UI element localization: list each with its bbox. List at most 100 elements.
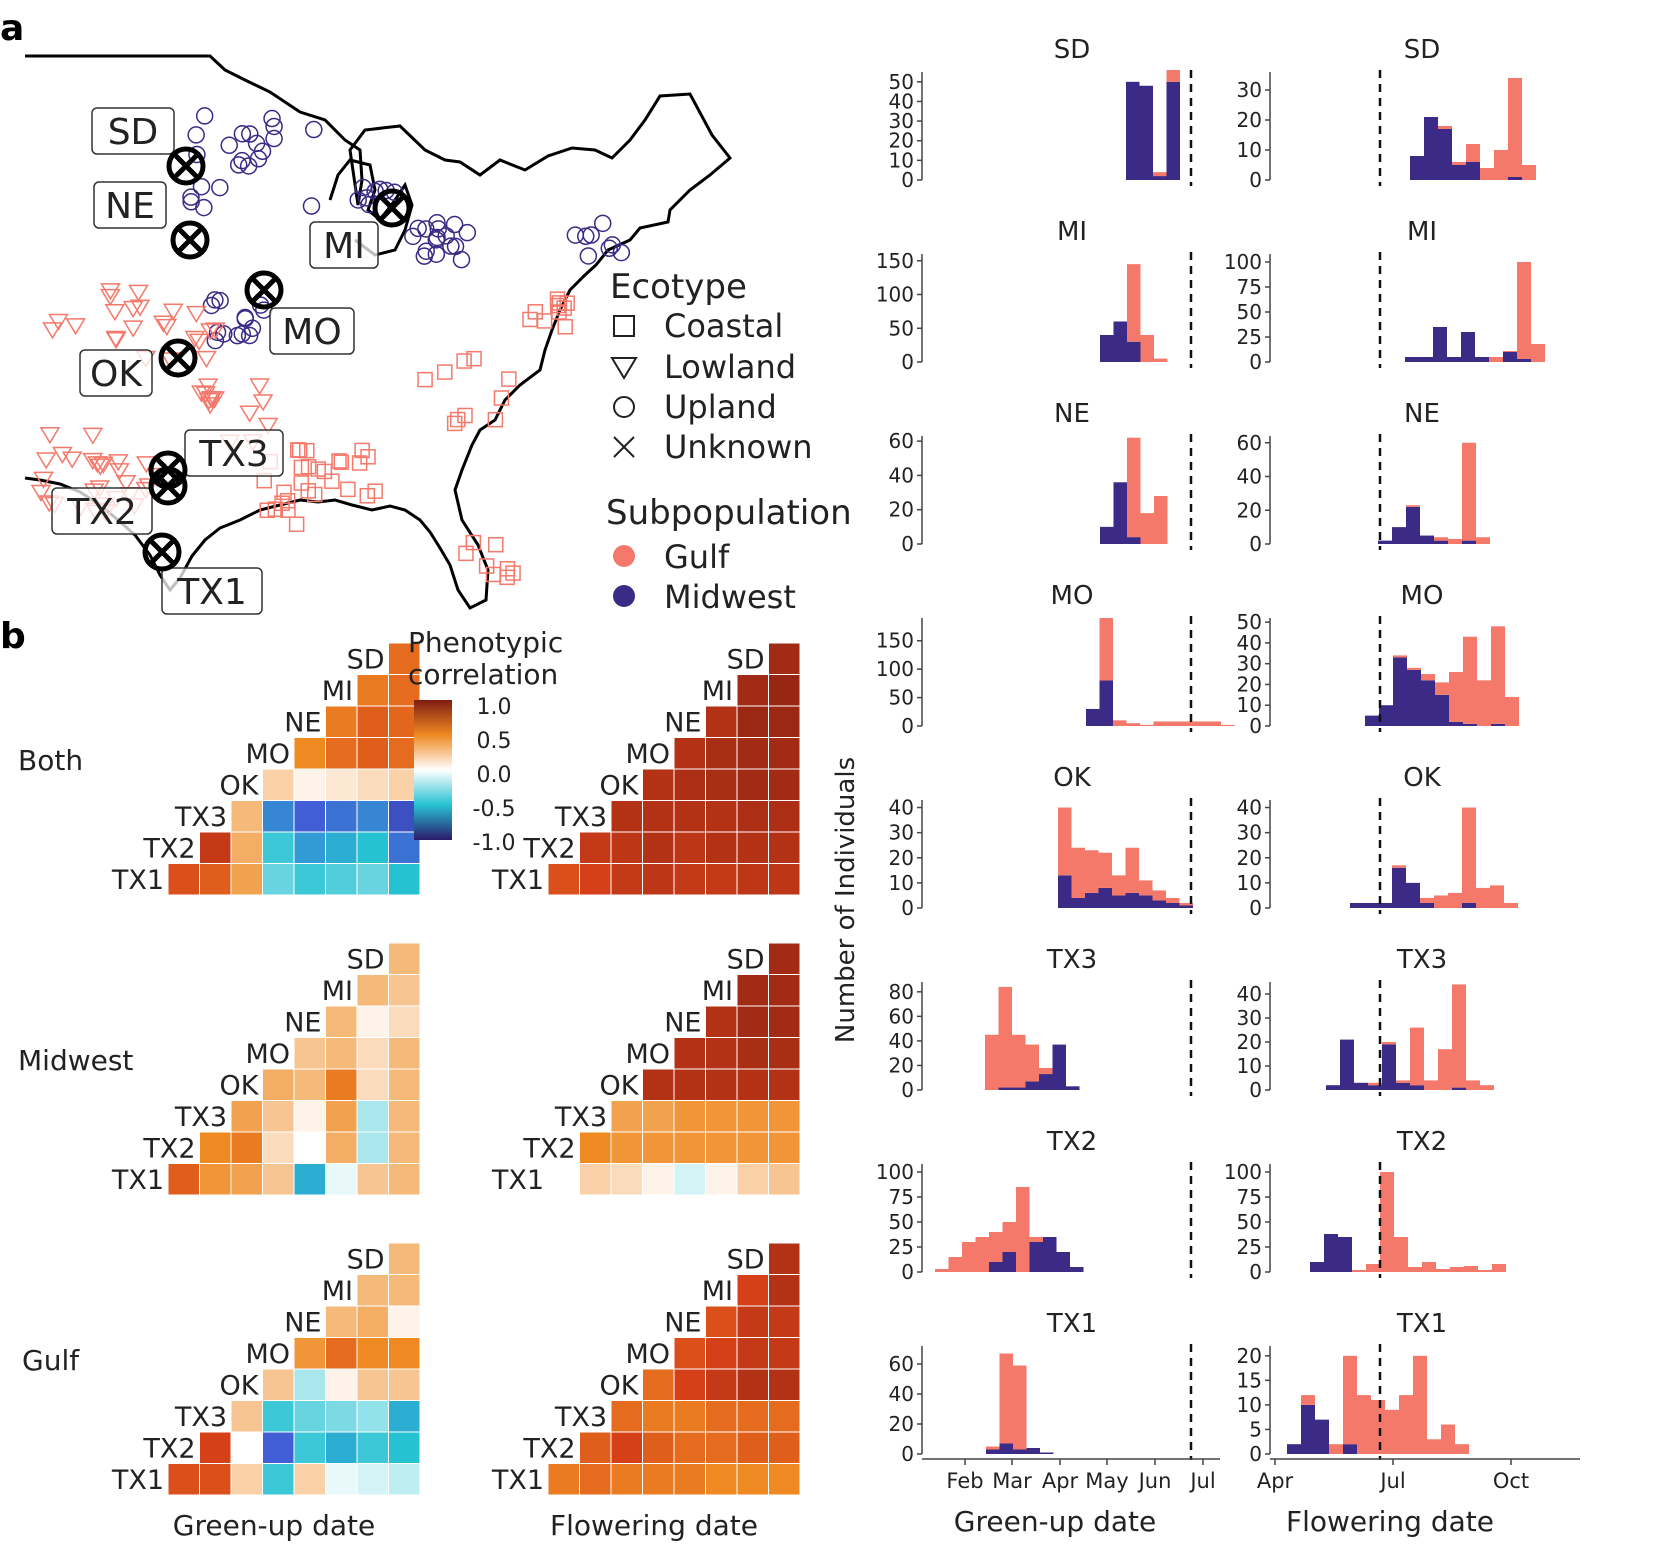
bar-midwest [1463, 723, 1477, 726]
map-outline [24, 54, 733, 610]
y-tick-label: 100 [1224, 1160, 1262, 1184]
heatmap-site-label: OK [600, 771, 640, 802]
heatmap-cell [642, 831, 675, 864]
bar-gulf [1366, 1264, 1380, 1272]
heatmap-cell [736, 863, 769, 896]
heatmap-cell [325, 831, 358, 864]
bar-gulf [1394, 1237, 1408, 1272]
y-tick-label: 50 [889, 70, 914, 94]
bar-midwest [1491, 723, 1505, 726]
bar-gulf [1058, 807, 1072, 876]
colorbar: Phenotypic correlation 1.0 0.5 0.0 -0.5 -1.0 [408, 626, 563, 856]
y-tick-label: 10 [1237, 693, 1262, 717]
upland-point [233, 325, 251, 343]
bar-midwest [1058, 875, 1072, 908]
y-tick-label: 75 [1237, 275, 1262, 299]
heatmap-site-label: OK [220, 771, 260, 802]
coastal-point [293, 459, 310, 476]
bar-gulf [1466, 1080, 1480, 1090]
heatmap-cell [705, 1431, 738, 1464]
bar-gulf [1371, 1400, 1385, 1454]
bar-gulf [1399, 1395, 1413, 1454]
upland-point [603, 236, 622, 254]
bar-gulf [1408, 1267, 1422, 1272]
bar-midwest [989, 1262, 1003, 1272]
heatmap-cell [768, 974, 801, 1007]
bar-midwest [1396, 1082, 1410, 1090]
lowland-point [122, 300, 144, 319]
heatmap-cell [673, 737, 706, 770]
heatmap-site-label: TX2 [142, 834, 195, 865]
bar-gulf [948, 1257, 962, 1272]
coastal-point [316, 463, 333, 480]
coastal-point [331, 453, 347, 469]
heatmap-site-label: TX2 [142, 1134, 195, 1165]
bar-midwest [1517, 359, 1531, 362]
square-symbol-icon [613, 315, 635, 337]
bar-gulf [1393, 655, 1407, 658]
heatmap-cell [579, 831, 612, 864]
y-tick-label: 100 [876, 1160, 914, 1184]
upland-point [243, 319, 262, 338]
bar-midwest [1040, 1452, 1054, 1454]
coastal-point [310, 461, 326, 477]
coastal-point [279, 492, 296, 509]
heatmap-site-label: TX3 [554, 802, 607, 833]
heatmap-site-label: NE [284, 1308, 321, 1339]
bar-midwest [999, 1443, 1013, 1454]
bar-gulf [1154, 496, 1168, 544]
lowland-point [205, 322, 226, 340]
heatmap-cell [673, 1337, 706, 1370]
heatmap-cell [262, 1463, 295, 1496]
heatmap-cell [388, 1368, 421, 1401]
heatmap-site-label: OK [220, 1071, 260, 1102]
heatmap-site-label: TX2 [522, 1434, 575, 1465]
heatmap-cell [325, 1131, 358, 1164]
heatmap-cell [579, 863, 612, 896]
bar-gulf [1180, 721, 1194, 726]
bar-midwest [1071, 897, 1085, 908]
heatmap-cell [356, 1368, 389, 1401]
upland-point [265, 129, 283, 148]
heatmap-cell [768, 1131, 801, 1164]
heatmap-cell [736, 1005, 769, 1038]
y-tick-label: 50 [889, 1210, 914, 1234]
heatmap-cell [768, 1242, 801, 1275]
lowland-point [152, 315, 174, 333]
bar-gulf [1407, 667, 1421, 670]
garden-site-cross [251, 277, 277, 303]
bar-gulf [1489, 357, 1503, 362]
bar-midwest [1113, 482, 1127, 544]
bar-gulf [1012, 1034, 1026, 1088]
site-label-box [91, 107, 175, 155]
heatmap-cell [199, 831, 232, 864]
lowland-point [52, 446, 73, 464]
bar-midwest [1056, 1252, 1070, 1272]
lowland-point [249, 378, 270, 396]
heatmap-cell [262, 1400, 295, 1433]
lowland-point [200, 391, 222, 409]
bar-midwest [1343, 1444, 1357, 1454]
bar-midwest [1503, 352, 1517, 362]
heatmap-cell [610, 863, 643, 896]
upland-point [206, 291, 224, 309]
bar-midwest [1099, 680, 1113, 726]
heatmap-cell [705, 1005, 738, 1038]
heatmap-site-label: TX2 [522, 834, 575, 865]
heatmap-cell [547, 1463, 580, 1496]
histogram-ne-greenup: NE 0 20 40 60 [889, 399, 1193, 556]
bar-gulf [1099, 618, 1113, 681]
heatmap-cell [736, 800, 769, 833]
y-tick-label: 20 [889, 846, 914, 870]
bar-gulf [1477, 680, 1491, 726]
coastal-point [485, 566, 502, 583]
upland-point [187, 126, 205, 144]
heatmap-site-label: SD [347, 1245, 385, 1276]
heatmap-cell [736, 674, 769, 707]
heatmap-cell [167, 863, 200, 896]
coastal-point [446, 415, 463, 432]
heatmap-cell [388, 1463, 421, 1496]
bar-midwest [1166, 81, 1180, 180]
heatmap-cell [356, 1431, 389, 1464]
